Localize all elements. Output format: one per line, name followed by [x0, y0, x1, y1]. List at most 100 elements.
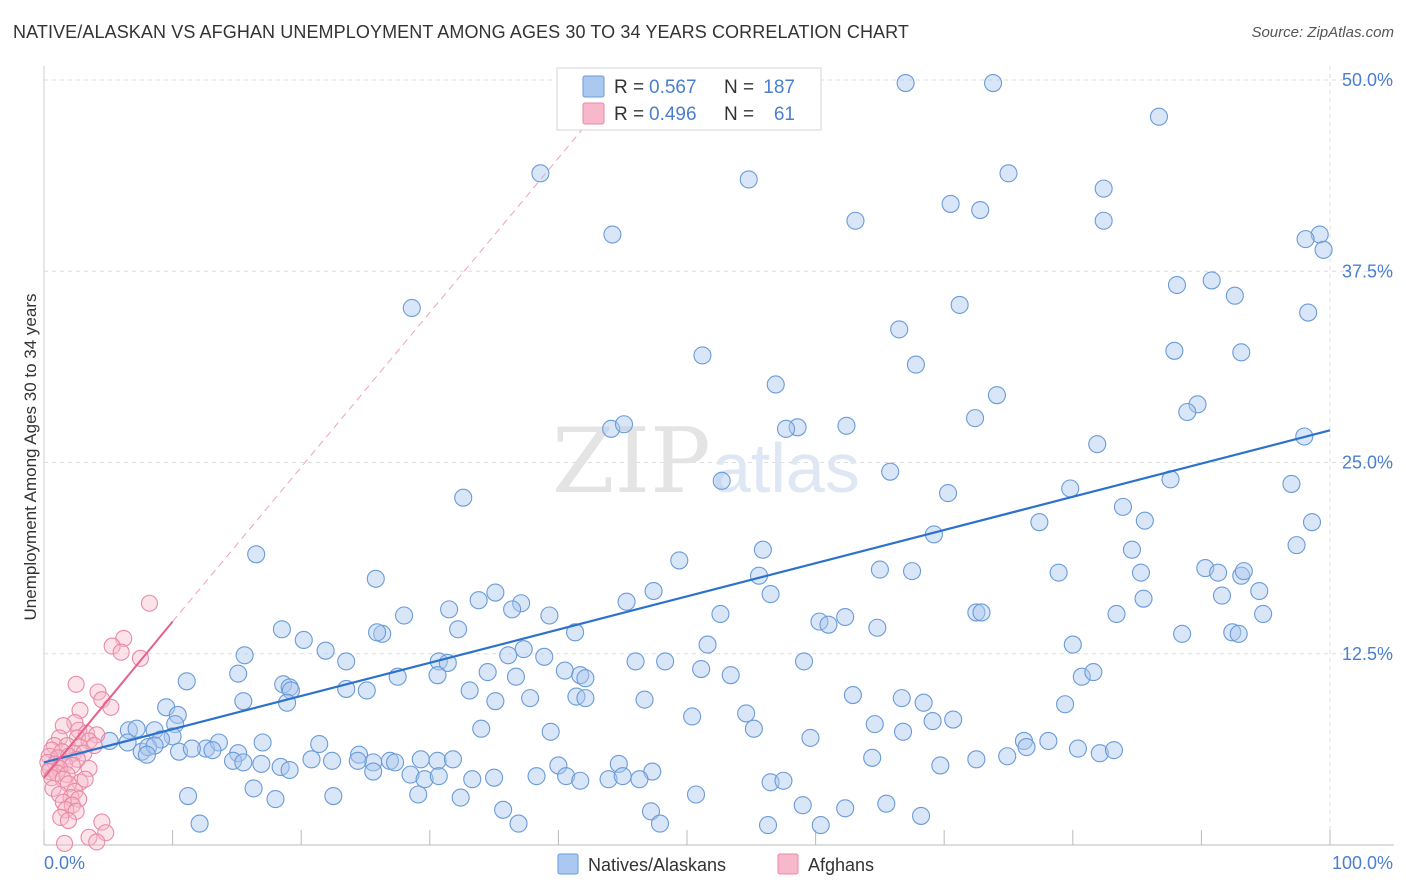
natives-point-20 — [1299, 303, 1318, 322]
natives-point-66 — [761, 585, 780, 604]
natives-point-44 — [454, 488, 473, 507]
natives-point-42 — [1282, 474, 1301, 493]
natives-point-129 — [567, 687, 586, 706]
afghans-point-59 — [56, 834, 74, 853]
natives-point-12 — [1310, 225, 1329, 244]
natives-point-4 — [739, 170, 758, 189]
natives-point-208 — [613, 767, 632, 786]
natives-point-51 — [247, 545, 266, 564]
natives-point-2 — [1149, 107, 1169, 126]
natives-point-89 — [449, 620, 468, 639]
natives-point-72 — [512, 594, 531, 613]
natives-point-108 — [656, 652, 675, 671]
legend-swatch-natives — [582, 75, 605, 98]
legend-n-value-natives: 187 — [763, 77, 795, 98]
natives-point-91 — [272, 620, 291, 639]
natives-point-26 — [766, 375, 785, 394]
natives-point-224 — [877, 794, 896, 813]
y-tick-label-0: 12.5% — [1342, 644, 1393, 664]
natives-point-0 — [896, 74, 915, 93]
natives-point-3 — [531, 164, 550, 183]
natives-point-80 — [711, 604, 730, 624]
natives-point-93 — [1223, 623, 1242, 642]
natives-point-11 — [603, 225, 622, 244]
y-tick-label-2: 37.5% — [1342, 261, 1393, 281]
legend-r-value-afghans: 0.496 — [649, 104, 697, 125]
natives-point-123 — [280, 678, 299, 697]
natives-point-75 — [440, 600, 459, 619]
natives-point-115 — [428, 666, 447, 685]
natives-point-168 — [428, 751, 447, 770]
natives-point-222 — [793, 796, 812, 815]
natives-point-76 — [395, 606, 414, 625]
natives-point-78 — [972, 603, 991, 622]
y-axis-title: Unemployment Among Ages 30 to 34 years — [21, 294, 40, 621]
chart-title: NATIVE/ALASKAN VS AFGHAN UNEMPLOYMENT AM… — [13, 22, 910, 42]
natives-point-116 — [571, 666, 590, 685]
natives-point-83 — [1254, 604, 1273, 624]
natives-point-218 — [409, 785, 428, 804]
natives-point-55 — [870, 560, 889, 579]
natives-point-230 — [811, 816, 830, 835]
natives-point-133 — [234, 692, 253, 711]
natives-point-50 — [753, 540, 772, 559]
natives-point-95 — [294, 630, 313, 650]
natives-point-7 — [941, 194, 960, 213]
natives-point-10 — [1094, 211, 1113, 230]
natives-point-210 — [630, 770, 649, 789]
natives-point-171 — [386, 753, 405, 772]
natives-point-96 — [514, 640, 533, 659]
natives-point-163 — [302, 750, 321, 769]
natives-point-156 — [127, 719, 146, 738]
natives-point-82 — [1107, 604, 1126, 624]
natives-point-81 — [836, 607, 855, 627]
natives-point-45 — [1113, 497, 1133, 516]
natives-point-144 — [923, 712, 942, 731]
natives-point-32 — [788, 418, 807, 437]
natives-point-74 — [1134, 589, 1153, 608]
natives-point-228 — [509, 814, 528, 833]
afghans-point-5 — [67, 675, 85, 693]
natives-point-188 — [182, 739, 201, 758]
afghans-point-0 — [140, 594, 159, 612]
natives-point-100 — [235, 646, 254, 665]
afghans-point-55 — [59, 811, 77, 830]
natives-point-221 — [641, 802, 661, 821]
natives-point-135 — [576, 689, 595, 708]
natives-point-127 — [460, 681, 479, 700]
natives-point-63 — [366, 569, 385, 588]
natives-point-189 — [203, 741, 222, 760]
natives-point-216 — [244, 779, 263, 798]
natives-point-175 — [931, 756, 950, 775]
natives-point-52 — [1122, 540, 1142, 559]
natives-point-167 — [411, 750, 430, 769]
natives-point-205 — [557, 767, 576, 786]
natives-point-23 — [1165, 341, 1184, 360]
legend-r-label-natives: R = — [614, 77, 644, 98]
afghans-point-3 — [112, 643, 130, 661]
natives-point-120 — [576, 669, 595, 688]
natives-point-137 — [278, 693, 297, 712]
natives-point-212 — [774, 771, 793, 790]
x-tick-label-min: 0.0% — [44, 853, 85, 873]
afghans-point-8 — [102, 698, 120, 716]
natives-point-88 — [368, 623, 387, 642]
natives-point-24 — [1232, 343, 1251, 362]
natives-point-223 — [836, 799, 855, 818]
afghans-trend-extension — [172, 102, 605, 622]
natives-point-219 — [451, 788, 470, 807]
natives-point-118 — [478, 663, 497, 682]
correlation-legend: R = 0.567 N = 187 R = 0.496 N = 61 — [556, 67, 822, 131]
natives-point-131 — [892, 689, 911, 708]
natives-point-43 — [939, 484, 958, 503]
natives-point-164 — [323, 751, 342, 770]
afghans-point-6 — [89, 683, 107, 701]
natives-point-67 — [1250, 581, 1269, 601]
natives-point-185 — [139, 738, 158, 757]
x-axis-ticks — [43, 830, 1331, 845]
legend-n-value-afghans: 61 — [774, 104, 795, 125]
natives-point-176 — [967, 750, 986, 769]
legend-n-label-afghans: N = — [724, 104, 754, 125]
natives-point-92 — [1173, 624, 1192, 643]
